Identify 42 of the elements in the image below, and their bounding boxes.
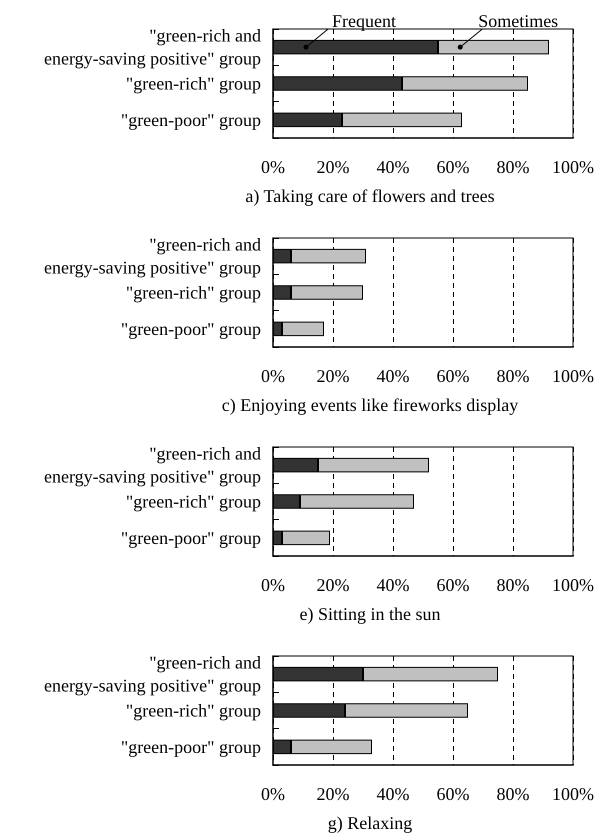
y-tick-label: "green-rich" group — [126, 74, 261, 94]
x-tick-label: 60% — [436, 366, 470, 386]
x-tick-label: 60% — [436, 784, 470, 804]
x-tick-label: 0% — [261, 366, 285, 386]
x-tick-label: 100% — [552, 366, 594, 386]
x-tick-label: 40% — [376, 366, 410, 386]
x-tick-label: 0% — [261, 575, 285, 595]
x-tick-label: 40% — [376, 784, 410, 804]
x-tick-label: 20% — [316, 157, 350, 177]
text: e) Sitting in the sun — [300, 604, 440, 624]
series-label: Sometimes — [478, 11, 558, 32]
x-tick-label: 80% — [496, 157, 530, 177]
y-tick-label: "green-poor" group — [120, 110, 261, 130]
y-tick-label: "green-poor" group — [120, 736, 261, 757]
x-tick-label: 80% — [496, 784, 530, 804]
text: a) Taking care of flowers and trees — [245, 186, 495, 206]
y-tick-label: "green-rich and energy-saving positive" group — [44, 234, 261, 278]
text: g) Relaxing — [328, 813, 412, 833]
x-tick-label: 20% — [316, 784, 350, 804]
text: c) Enjoying events like fireworks display — [222, 395, 518, 415]
x-tick-label: 20% — [316, 575, 350, 595]
series-label: Frequent — [332, 11, 396, 32]
x-tick-label: 100% — [552, 784, 594, 804]
x-tick-label: 60% — [436, 575, 470, 595]
x-tick-label: 60% — [436, 157, 470, 177]
x-tick-label: 0% — [261, 157, 285, 177]
x-tick-label: 40% — [376, 575, 410, 595]
y-tick-label: "green-rich" group — [126, 700, 261, 720]
y-tick-label: "green-rich and energy-saving positive" group — [44, 26, 261, 69]
x-tick-label: 40% — [376, 157, 410, 177]
y-tick-label: "green-poor" group — [120, 318, 261, 339]
x-tick-label: 100% — [552, 575, 594, 595]
y-tick-label: "green-rich" group — [126, 492, 261, 512]
x-tick-label: 20% — [316, 366, 350, 386]
x-tick-label: 0% — [261, 784, 285, 804]
y-tick-label: "green-rich" group — [126, 282, 261, 302]
x-tick-label: 80% — [496, 575, 530, 595]
y-tick-label: "green-poor" group — [120, 528, 261, 548]
x-tick-label: 80% — [496, 366, 530, 386]
y-tick-label: "green-rich and energy-saving positive" group — [44, 444, 261, 487]
x-tick-label: 100% — [552, 157, 594, 177]
y-tick-label: "green-rich and energy-saving positive" group — [44, 652, 261, 696]
